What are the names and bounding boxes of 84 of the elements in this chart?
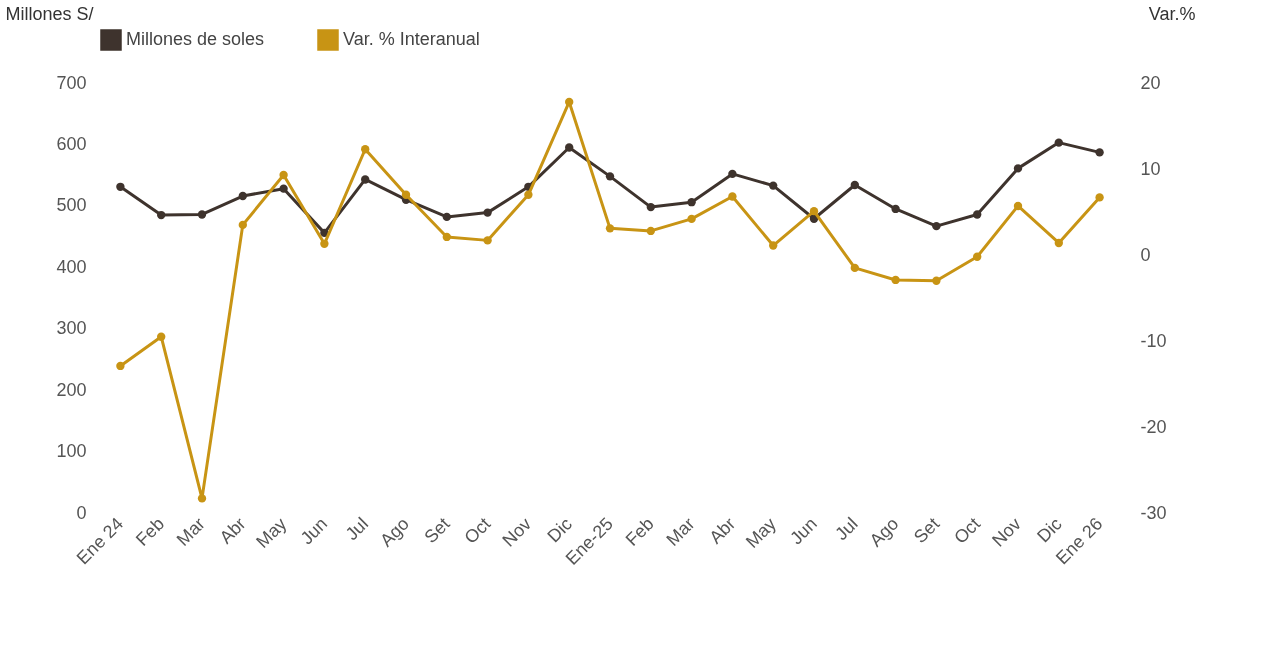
x-tick-label: Abr — [705, 513, 740, 548]
point — [1095, 193, 1104, 202]
point — [891, 204, 900, 214]
point — [116, 361, 125, 371]
point — [728, 169, 737, 179]
point — [197, 494, 207, 503]
y-tick-label: 300 — [56, 318, 87, 339]
point — [157, 332, 166, 341]
point — [687, 214, 696, 224]
x-tick-label: Nov — [498, 513, 536, 551]
point — [932, 221, 941, 231]
point — [850, 180, 859, 190]
point — [442, 212, 451, 222]
legend-label: Var. % Interanual — [343, 29, 480, 49]
point — [1013, 164, 1023, 173]
x-tick-label: May — [741, 513, 781, 552]
x-tick-label: Set — [910, 513, 944, 547]
point — [1095, 148, 1104, 157]
point — [687, 198, 696, 207]
point — [279, 184, 288, 193]
y2-tick-label: -30 — [1140, 502, 1167, 523]
point — [1054, 238, 1063, 248]
x-tick-label: Jul — [831, 513, 862, 545]
y2-tick-label: 0 — [1140, 244, 1151, 265]
x-tick-label: Jun — [296, 513, 332, 549]
point — [483, 236, 492, 245]
y-tick-label: 0 — [76, 502, 87, 523]
y-tick-label: 400 — [56, 256, 87, 277]
point — [279, 170, 288, 180]
point — [116, 182, 125, 191]
point — [850, 263, 859, 273]
x-tick-label: Feb — [621, 513, 658, 550]
y-axis-title: Millones S/ — [5, 3, 94, 24]
x-tick-label: Mar — [662, 513, 699, 550]
point — [524, 190, 533, 199]
point — [1054, 138, 1063, 147]
point — [361, 175, 370, 184]
x-tick-label: Nov — [988, 513, 1025, 551]
point — [973, 210, 982, 219]
y-tick-label: 200 — [56, 379, 87, 400]
x-tick-label: Ago — [865, 513, 903, 551]
point — [646, 202, 655, 212]
point — [197, 210, 207, 219]
point — [809, 206, 819, 216]
legend-label: Millones de soles — [126, 29, 265, 49]
point — [565, 143, 574, 152]
y2-tick-label: -20 — [1140, 416, 1167, 437]
x-tick-label: Jun — [786, 513, 821, 549]
point — [320, 239, 329, 248]
point — [891, 275, 900, 285]
y-tick-label: 600 — [56, 133, 87, 154]
point — [605, 172, 615, 181]
x-tick-label: Abr — [215, 513, 250, 548]
point — [238, 191, 247, 201]
point — [361, 145, 370, 154]
point — [401, 190, 411, 199]
point — [769, 241, 778, 250]
point — [646, 226, 655, 236]
x-tick-label: Mar — [172, 513, 209, 550]
point — [157, 210, 166, 220]
point — [728, 192, 737, 201]
y-tick-label: 100 — [56, 441, 87, 462]
point — [238, 220, 247, 230]
x-tick-label: Oct — [950, 513, 985, 548]
y-tick-label: 700 — [56, 72, 87, 93]
point — [932, 276, 941, 285]
point — [565, 97, 574, 107]
x-tick-label: Set — [420, 513, 454, 547]
x-tick-label: Ago — [376, 513, 413, 551]
y2-tick-label: -10 — [1140, 330, 1167, 351]
y2-tick-label: 10 — [1140, 158, 1161, 179]
x-tick-label: May — [252, 513, 291, 552]
y2-axis-title: Var.% — [1148, 3, 1196, 24]
point — [483, 208, 492, 217]
point — [605, 224, 615, 233]
x-tick-label: Jul — [341, 513, 373, 545]
x-tick-label: Feb — [131, 513, 169, 550]
x-tick-label: Oct — [460, 513, 495, 548]
point — [769, 181, 778, 190]
point — [442, 232, 451, 242]
y2-tick-label: 20 — [1140, 72, 1161, 93]
point — [1013, 201, 1023, 211]
point — [973, 252, 982, 261]
y-tick-label: 500 — [56, 195, 87, 216]
